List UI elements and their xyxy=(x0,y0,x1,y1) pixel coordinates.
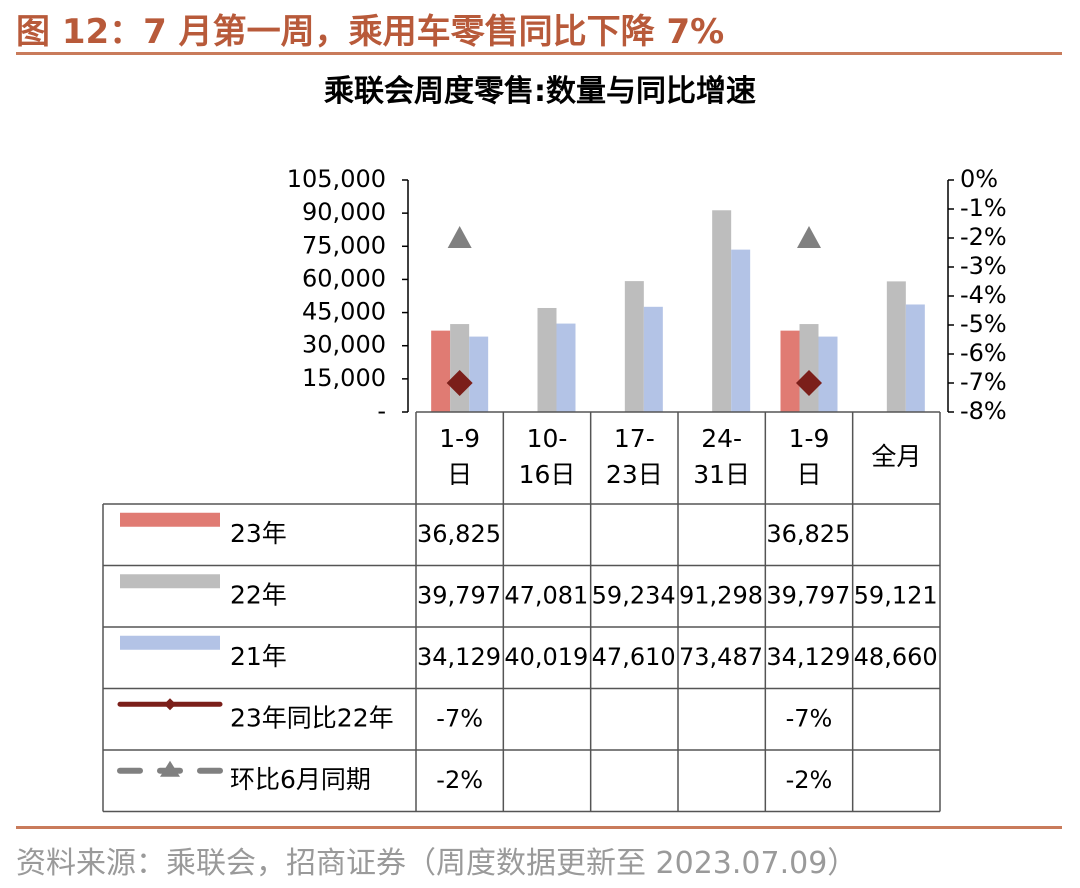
data-label: 34,129 xyxy=(766,643,850,671)
x-category-label: 1-9 xyxy=(789,424,830,453)
data-label: -7% xyxy=(786,704,833,732)
y-right-tick-label: 0% xyxy=(960,165,998,193)
bar-22年-全月 xyxy=(886,281,906,412)
data-label: -2% xyxy=(786,766,833,794)
x-category-label: 23日 xyxy=(606,460,663,489)
legend-triangle-icon xyxy=(160,760,180,777)
y-left-tick-label: 60,000 xyxy=(302,264,386,292)
x-category-label: 16日 xyxy=(519,460,576,489)
y-right-tick-label: -6% xyxy=(960,339,1007,367)
data-label: 73,487 xyxy=(679,643,763,671)
legend-swatch-23年 xyxy=(120,512,220,527)
mom-triangle-marker xyxy=(447,226,472,248)
legend-label-22年: 22年 xyxy=(230,580,287,609)
y-right-tick-label: -2% xyxy=(960,223,1007,251)
x-category-label: 1-9 xyxy=(439,424,480,453)
legend-swatch-22年 xyxy=(120,574,220,589)
bar-22年-1-9日 xyxy=(799,324,819,412)
bar-21年-17-23日 xyxy=(643,306,663,412)
data-label: 34,129 xyxy=(417,643,501,671)
mom-triangle-marker xyxy=(797,226,821,248)
y-right-tick-label: -7% xyxy=(960,368,1007,396)
data-label: 91,298 xyxy=(679,581,763,609)
yoy-diamond-marker xyxy=(446,370,473,396)
data-label: -2% xyxy=(436,766,483,794)
data-label: 59,234 xyxy=(592,581,676,609)
y-right-tick-label: -4% xyxy=(960,281,1007,309)
yoy-diamond-marker xyxy=(796,370,822,396)
data-label: 39,797 xyxy=(766,581,850,609)
bar-21年-24-31日 xyxy=(731,249,751,412)
chart-title: 乘联会周度零售:数量与同比增速 xyxy=(324,74,756,109)
data-label: 47,610 xyxy=(592,643,676,671)
y-left-tick-label: 15,000 xyxy=(302,364,386,392)
data-label: 36,825 xyxy=(417,520,501,548)
bar-22年-24-31日 xyxy=(712,210,732,412)
y-left-tick-label: 75,000 xyxy=(302,231,386,259)
bar-21年-1-9日 xyxy=(818,336,838,412)
source-divider xyxy=(16,826,1062,829)
data-label: 47,081 xyxy=(504,581,588,609)
data-label: 39,797 xyxy=(417,581,501,609)
legend-label-23年: 23年 xyxy=(230,519,287,548)
x-category-label: 全月 xyxy=(871,442,921,471)
title-divider xyxy=(16,52,1062,55)
figure-title: 图 12：7 月第一周，乘用车零售同比下降 7% xyxy=(16,12,725,52)
y-right-tick-label: -1% xyxy=(960,194,1007,222)
bar-23年-1-9日 xyxy=(431,330,451,412)
data-label: 48,660 xyxy=(854,643,938,671)
legend-diamond-icon xyxy=(164,698,176,711)
y-right-tick-label: -8% xyxy=(960,397,1007,425)
y-left-tick-label: - xyxy=(377,397,386,425)
bar-22年-1-9日 xyxy=(450,324,470,412)
y-left-tick-label: 45,000 xyxy=(302,298,386,326)
x-category-label: 日 xyxy=(447,460,472,489)
x-category-label: 日 xyxy=(796,460,821,489)
y-right-tick-label: -5% xyxy=(960,310,1007,338)
x-category-label: 17- xyxy=(614,424,655,453)
bar-23年-1-9日 xyxy=(780,330,800,412)
bar-22年-17-23日 xyxy=(624,281,644,412)
data-label: 36,825 xyxy=(766,520,850,548)
x-category-label: 10- xyxy=(527,424,568,453)
bar-22年-10-16日 xyxy=(537,307,557,412)
y-left-tick-label: 30,000 xyxy=(302,331,386,359)
legend-swatch-21年 xyxy=(120,635,220,650)
bar-21年-10-16日 xyxy=(556,323,576,412)
legend-label-环比6月同期: 环比6月同期 xyxy=(230,765,371,794)
y-right-tick-label: -3% xyxy=(960,252,1007,280)
data-label: 40,019 xyxy=(504,643,588,671)
y-left-tick-label: 90,000 xyxy=(302,198,386,226)
bar-21年-全月 xyxy=(905,304,925,412)
bar-21年-1-9日 xyxy=(469,336,489,412)
x-category-label: 24- xyxy=(701,424,742,453)
x-category-label: 31日 xyxy=(693,460,750,489)
legend-label-23年同比22年: 23年同比22年 xyxy=(230,703,394,732)
y-left-tick-label: 105,000 xyxy=(287,165,386,193)
legend-label-21年: 21年 xyxy=(230,642,287,671)
data-label: 59,121 xyxy=(854,581,938,609)
data-label: -7% xyxy=(436,704,483,732)
source-note: 资料来源：乘联会，招商证券（周度数据更新至 2023.07.09） xyxy=(16,846,858,881)
